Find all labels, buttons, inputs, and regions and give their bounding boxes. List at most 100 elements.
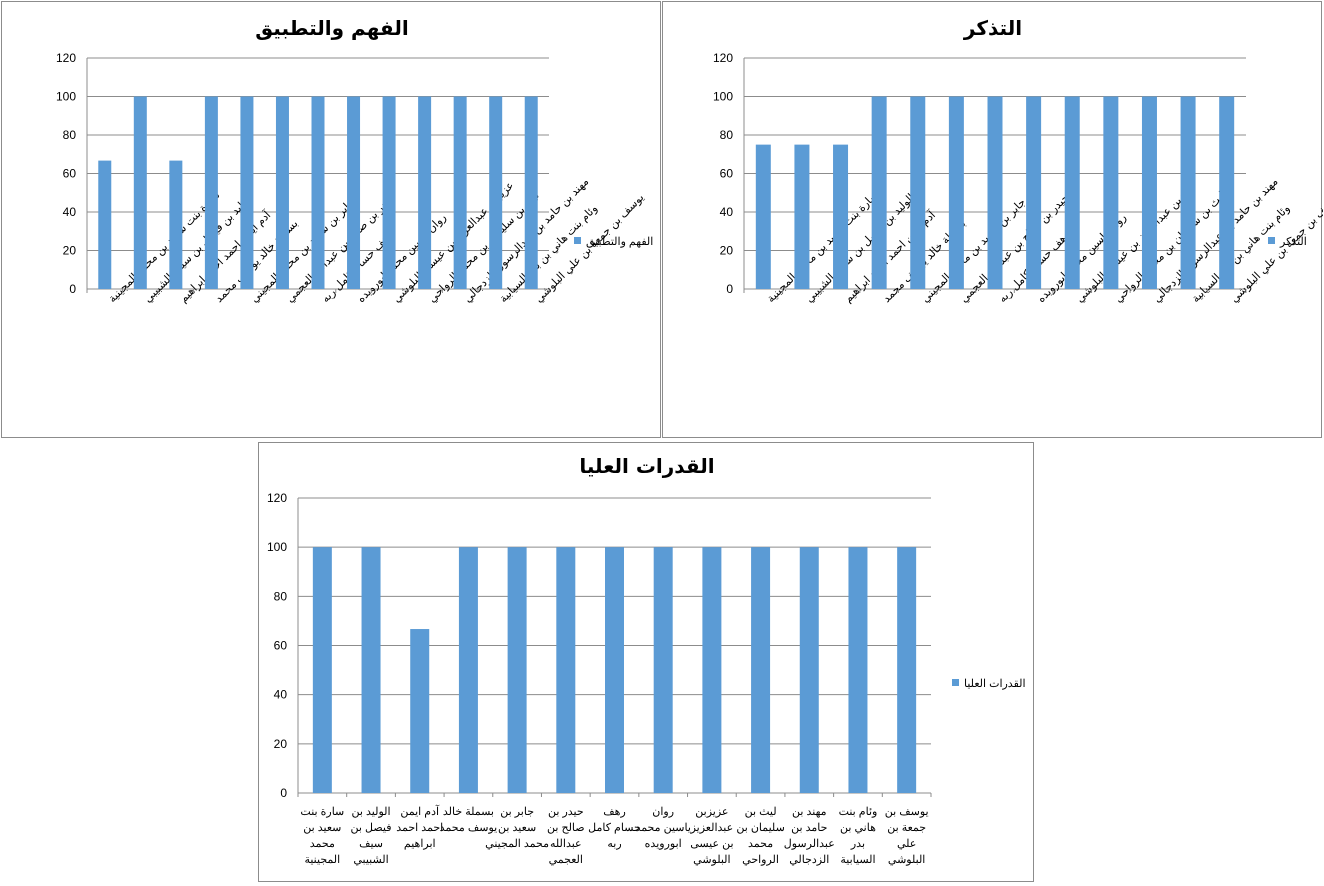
x-category-label-line: احمد احمد (396, 822, 443, 834)
y-tick-label: 40 (274, 688, 288, 702)
x-category-label-line: هاني بن (840, 822, 876, 834)
bar (702, 547, 722, 793)
bar (1064, 96, 1080, 289)
x-category-label-line: حامد بن (791, 822, 827, 834)
bar (1180, 96, 1196, 289)
x-category-label-line: روان (652, 806, 674, 818)
bar (312, 547, 332, 793)
x-category-label-line: سارة بنت (300, 806, 344, 818)
chart-higher-abilities: القدرات العليا 0 20 40 60 80 100 120 سارة بنت سعي… (267, 454, 1026, 866)
x-category-label-line: سليمان بن (736, 822, 784, 834)
x-category-label-line: ابورويده (645, 838, 682, 850)
bar (556, 547, 576, 793)
chart-title: الفهم والتطبيق (255, 16, 408, 40)
y-tick-label: 0 (726, 282, 733, 296)
x-category-label-line: حيدر بن (548, 806, 584, 818)
x-category-label-line: رهف (603, 806, 626, 818)
chart-panel-comprehension: الفهم والتطبيق 0 20 40 60 80 100 120 سارة بنت سع… (1, 1, 661, 438)
x-category-label-line: عزيزبن (695, 806, 728, 818)
chart-title: التذكر (963, 16, 1022, 40)
bar (605, 547, 624, 793)
x-category-label-line: سيف (359, 838, 383, 850)
x-category-label-line: محمد (310, 838, 335, 850)
bar (799, 547, 819, 793)
bar (361, 547, 381, 793)
x-category-label-line: البلوشي (888, 854, 925, 866)
x-category-label-line: العجمي (549, 854, 583, 866)
bar (169, 160, 183, 289)
x-category-label-line: صالح بن (547, 822, 585, 834)
bar (311, 96, 325, 289)
bar (871, 96, 887, 289)
bar (653, 547, 673, 793)
y-tick-label: 20 (274, 737, 288, 751)
x-category-label-line: الوليد بن (352, 806, 391, 818)
x-category-label-line: فيصل بن (351, 822, 392, 834)
x-category-label-line: جمعة بن (887, 822, 926, 834)
bar (418, 96, 432, 289)
y-tick-label: 60 (720, 167, 734, 181)
bar (382, 96, 396, 289)
bar (133, 96, 147, 289)
chart-panel-recall: التذكر 0 20 40 60 80 100 120 سارة بنت سعيد بن مح… (662, 1, 1323, 438)
legend-swatch (574, 237, 581, 244)
x-category-label-line: عبدالرسول (784, 838, 835, 850)
bar (1026, 96, 1042, 289)
bar (507, 547, 527, 793)
x-category-label-line: جابر بن (500, 806, 534, 818)
x-category-label-line: الرواحي (742, 854, 779, 866)
bar (794, 144, 810, 289)
bar (948, 96, 964, 289)
bar (755, 144, 771, 289)
x-category-label-line: ليث بن (745, 806, 777, 818)
y-tick-label: 0 (280, 786, 287, 800)
x-category-label-line: بن عيسى (690, 838, 733, 850)
x-category-label-line: ربه (607, 838, 621, 850)
y-tick-label: 80 (274, 589, 288, 603)
x-category-label-line: آدم ايمن (400, 805, 440, 818)
y-tick-label: 60 (274, 639, 288, 653)
x-category-label-line: الشبيبي (353, 854, 388, 866)
y-tick-label: 120 (267, 491, 287, 505)
y-tick-label: 100 (267, 540, 287, 554)
y-tick-label: 40 (63, 205, 77, 219)
x-category-label-line: الزدجالي (789, 854, 829, 866)
x-category-label-line: عبدالعزيز (690, 822, 734, 834)
bar (987, 96, 1003, 289)
legend-label: القدرات العليا (964, 678, 1026, 690)
legend-swatch (952, 679, 959, 686)
x-category-label-line: بسملة خالد (443, 806, 494, 818)
x-category-label-line: عبدالله (550, 838, 582, 850)
bar (833, 144, 849, 289)
bar (1103, 96, 1119, 289)
y-tick-label: 0 (69, 282, 76, 296)
bar (524, 96, 538, 289)
bar (240, 96, 254, 289)
x-category-label-line: حسام كامل (588, 822, 641, 834)
x-category-label-line: يوسف بن (885, 806, 929, 818)
x-category-label-line: سعيد بن (498, 822, 536, 834)
y-tick-label: 120 (713, 51, 733, 65)
chart-panel-higher-abilities: القدرات العليا 0 20 40 60 80 100 120 سارة بنت سعي… (258, 442, 1034, 882)
x-category-label-line: سعيد بن (303, 822, 341, 834)
x-category-label-line: البلوشي (693, 854, 730, 866)
y-tick-label: 120 (56, 51, 76, 65)
bar (751, 547, 771, 793)
x-category-label-line: وئام بنت (839, 806, 878, 818)
x-category-label-line: محمد (748, 838, 773, 850)
y-tick-label: 80 (63, 128, 77, 142)
bar (848, 547, 868, 793)
bar (410, 629, 430, 793)
y-tick-label: 40 (720, 205, 734, 219)
y-tick-label: 60 (63, 167, 77, 181)
bar (453, 96, 467, 289)
bar (897, 547, 917, 793)
bar (1219, 96, 1235, 289)
y-tick-label: 100 (56, 90, 76, 104)
x-category-label-line: ياسين محمد (635, 822, 691, 834)
x-category-label-line: المجينية (304, 854, 340, 866)
x-category-label-line: علي (897, 838, 916, 850)
y-tick-label: 100 (713, 90, 733, 104)
